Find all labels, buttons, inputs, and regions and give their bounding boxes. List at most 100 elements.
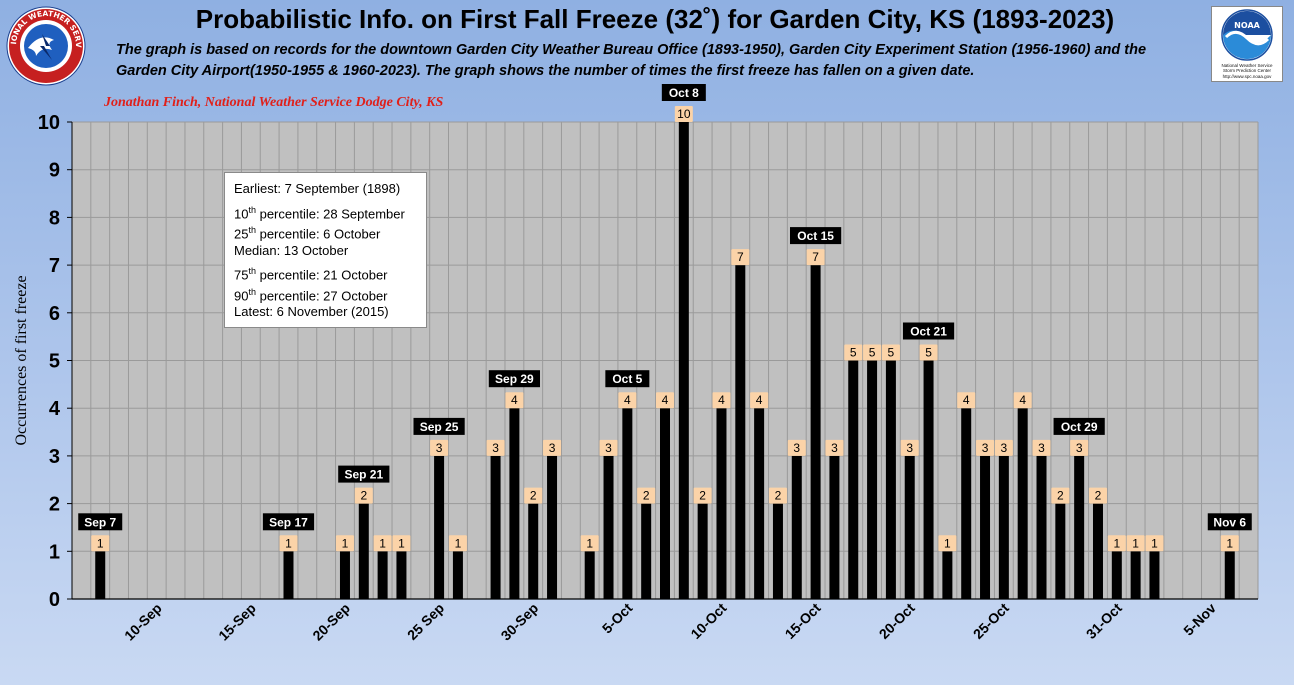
y-tick-label: 10 — [38, 112, 60, 134]
data-label: 1 — [97, 536, 104, 550]
data-label-background — [919, 344, 938, 361]
x-tick-label: 25-Oct — [970, 600, 1012, 642]
data-label-background — [731, 249, 750, 266]
bar — [641, 503, 652, 599]
data-label-background — [1126, 535, 1145, 552]
data-label: 1 — [285, 536, 292, 550]
date-callout: Oct 21 — [910, 325, 947, 339]
data-label-background — [674, 106, 693, 122]
y-tick-label: 0 — [49, 589, 60, 611]
bar — [885, 360, 896, 599]
data-label: 1 — [1132, 536, 1139, 550]
bar — [452, 551, 463, 599]
bar — [509, 408, 520, 599]
data-label-background — [1013, 392, 1032, 409]
data-label-background — [693, 487, 712, 504]
data-label: 4 — [662, 393, 669, 407]
chart-title: Probabilistic Info. on First Fall Freeze… — [195, 4, 1115, 34]
data-label-background — [448, 535, 467, 552]
data-label-background — [618, 392, 637, 409]
data-label-background — [430, 439, 449, 456]
bar — [772, 503, 783, 599]
data-label-background — [656, 392, 674, 409]
noaa-caption-1: National Weather Service — [1221, 63, 1273, 68]
data-label: 3 — [906, 441, 913, 455]
data-label: 3 — [1001, 441, 1008, 455]
x-tick-label: 5-Oct — [599, 600, 636, 637]
y-tick-label: 1 — [49, 541, 60, 563]
date-callout: Oct 8 — [669, 86, 699, 100]
data-label-background — [486, 439, 505, 456]
data-label: 10 — [677, 107, 691, 121]
data-label-background — [524, 487, 543, 504]
bar — [396, 551, 407, 599]
bar — [358, 503, 369, 599]
bar — [283, 551, 294, 599]
date-callout-background — [902, 322, 955, 340]
data-label: 4 — [1019, 393, 1026, 407]
y-tick-label: 6 — [49, 303, 60, 325]
bar — [904, 455, 915, 599]
date-callout-background — [262, 513, 315, 531]
data-label: 1 — [586, 536, 593, 550]
stat-75th-percentile: 75th percentile: 21 October — [234, 266, 388, 283]
date-callout-background — [790, 227, 842, 245]
bar — [1224, 551, 1235, 599]
data-label-background — [335, 535, 354, 552]
svg-text:NOAA: NOAA — [1234, 21, 1260, 30]
bar — [660, 408, 670, 599]
data-label-background — [392, 535, 411, 552]
date-callout-background — [661, 84, 706, 101]
bar — [1149, 551, 1160, 599]
x-tick-label: 30-Sep — [498, 600, 542, 644]
data-label-background — [976, 439, 995, 456]
bar — [1092, 503, 1103, 599]
author-credit: Jonathan Finch, National Weather Service… — [104, 95, 444, 110]
bar — [754, 408, 765, 599]
bar — [998, 455, 1009, 599]
data-label: 4 — [963, 393, 970, 407]
data-label-background — [881, 344, 900, 361]
x-tick-label: 15-Oct — [782, 600, 824, 642]
data-label: 4 — [511, 393, 518, 407]
bar — [603, 455, 614, 599]
bar — [547, 455, 558, 599]
bar — [528, 503, 539, 599]
y-tick-label: 3 — [49, 446, 60, 468]
stat-latest: Latest: 6 November (2015) — [234, 304, 389, 319]
data-label-background — [1032, 439, 1051, 456]
stat-median: Median: 13 October — [234, 242, 349, 258]
data-label: 4 — [624, 393, 631, 407]
bar — [584, 551, 595, 599]
data-label-background — [1145, 535, 1164, 552]
data-label: 1 — [455, 536, 462, 550]
x-tick-label: 20-Sep — [309, 600, 353, 644]
bar — [867, 360, 878, 599]
data-label: 3 — [1076, 441, 1083, 455]
date-callout: Oct 29 — [1061, 420, 1098, 434]
date-callout-background — [78, 513, 123, 531]
stat-90th-percentile: 90th percentile: 27 October — [234, 286, 388, 303]
data-label: 3 — [492, 441, 499, 455]
bar — [791, 455, 802, 599]
data-label-background — [1107, 535, 1126, 552]
data-label: 1 — [342, 536, 349, 550]
date-callout: Sep 17 — [269, 515, 308, 529]
data-label-background — [750, 392, 769, 409]
x-tick-label: 15-Sep — [215, 600, 259, 644]
date-callout: Nov 6 — [1213, 515, 1246, 529]
bar — [923, 360, 934, 599]
y-tick-label: 9 — [49, 160, 60, 182]
subtitle-line-1: The graph is based on records for the do… — [116, 42, 1147, 58]
data-label-background — [863, 344, 882, 361]
bar — [678, 122, 689, 599]
data-label: 2 — [1057, 489, 1064, 503]
bar — [1111, 551, 1122, 599]
data-label: 3 — [982, 441, 989, 455]
data-label: 1 — [379, 536, 386, 550]
date-callout-background — [338, 465, 390, 483]
data-label-background — [1051, 487, 1070, 504]
data-label-background — [768, 487, 787, 504]
data-label: 1 — [1113, 536, 1120, 550]
data-label-background — [957, 392, 976, 409]
